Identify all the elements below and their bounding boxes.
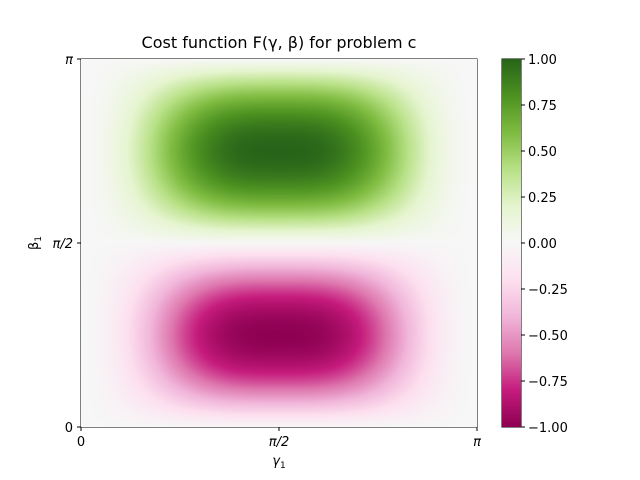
y-axis-label: β1 xyxy=(27,236,44,250)
colorbar-tick-label: 1.00 xyxy=(528,53,557,68)
colorbar-tick-label: −0.75 xyxy=(528,375,568,390)
x-axis-label: γ1 xyxy=(272,454,285,471)
y-axis-ticks: 0 π/2 π xyxy=(53,53,81,436)
colorbar-tick-label: 0.00 xyxy=(528,237,557,252)
heatmap-image xyxy=(81,59,477,427)
colorbar-tick-label: −0.25 xyxy=(528,283,568,298)
colorbar-tick-label: 0.25 xyxy=(528,191,557,206)
colorbar-tick-label: 0.75 xyxy=(528,99,557,114)
chart-title: Cost function F(γ, β) for problem c xyxy=(142,33,417,52)
y-tick-label: π/2 xyxy=(53,237,73,252)
x-axis-ticks: 0 π/2 π xyxy=(77,427,481,450)
y-tick-label: π xyxy=(65,53,73,68)
y-tick-label: 0 xyxy=(65,421,73,436)
x-tick-label: 0 xyxy=(77,435,85,450)
colorbar-ticks: 1.00 0.75 0.50 0.25 0.00 −0.25 −0.50 −0.75 −1.00 xyxy=(521,53,568,436)
colorbar-gradient xyxy=(502,59,521,427)
colorbar-tick-label: 0.50 xyxy=(528,145,557,160)
x-tick-label: π xyxy=(473,435,481,450)
colorbar-tick-label: −0.50 xyxy=(528,329,568,344)
colorbar-tick-label: −1.00 xyxy=(528,421,568,436)
x-tick-label: π/2 xyxy=(269,435,289,450)
